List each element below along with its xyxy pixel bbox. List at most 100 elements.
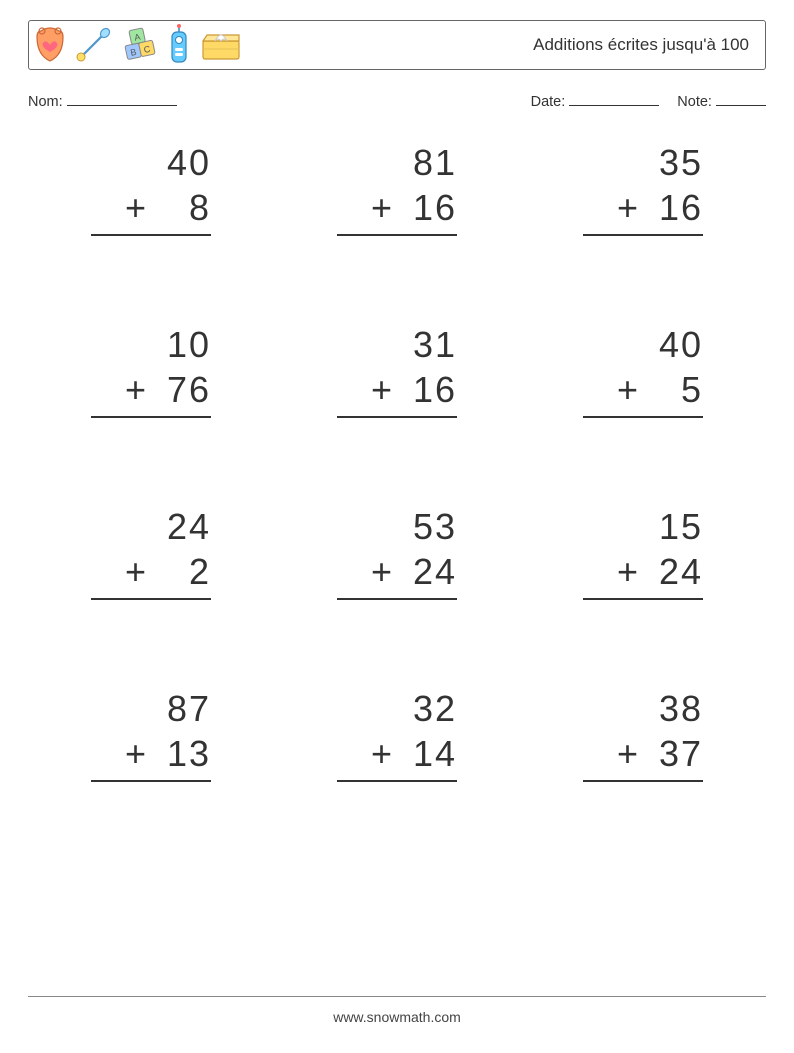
problem-top: 87 [91,686,211,731]
problem-bottom-value: 14 [399,731,457,776]
problem-bottom-value: 24 [399,549,457,594]
problem: 40+ 5 [583,322,703,454]
problem-operator: + [617,185,645,230]
problem-top-value: 38 [645,686,703,731]
problem-top: 10 [91,322,211,367]
problem-operator: + [371,367,399,412]
safety-pin-icon [73,25,113,65]
date-blank [569,92,659,106]
problem-top-value: 31 [399,322,457,367]
worksheet-title: Additions écrites jusqu'à 100 [243,35,755,55]
problem-answer-line [337,780,457,818]
note-blank [716,92,766,106]
problem-bottom: +13 [91,731,211,776]
problem-top: 32 [337,686,457,731]
problem-answer-line [583,234,703,272]
problem: 31+16 [337,322,457,454]
problem: 53+24 [337,504,457,636]
problem-top-value: 35 [645,140,703,185]
problem: 38+37 [583,686,703,818]
meta-row: Nom: Date: Note: [28,92,766,110]
problem-bottom: + 2 [91,549,211,594]
problem-answer-line [91,598,211,636]
header-icons: A B C [33,24,243,66]
footer-text: www.snowmath.com [0,1009,794,1025]
problem-bottom-value: 76 [153,367,211,412]
name-field: Nom: [28,92,177,110]
problem-top: 15 [583,504,703,549]
problem-bottom: +24 [337,549,457,594]
problem-top-value: 10 [153,322,211,367]
problem-bottom: +16 [337,185,457,230]
problem-bottom-value: 5 [645,367,703,412]
problem-bottom-value: 16 [645,185,703,230]
date-label: Date: [531,94,566,110]
problem: 10+76 [91,322,211,454]
note-label: Note: [677,94,712,110]
problem: 40+ 8 [91,140,211,272]
problem-top: 53 [337,504,457,549]
date-field: Date: [531,92,660,110]
baby-monitor-icon [165,24,193,66]
problem-grid: 40+ 881+1635+1610+7631+1640+ 524+ 253+24… [28,140,766,818]
problem-answer-line [337,234,457,272]
problem-top: 40 [91,140,211,185]
problem-top-value: 40 [153,140,211,185]
problem-operator: + [125,367,153,412]
problem-bottom-value: 13 [153,731,211,776]
problem-top: 81 [337,140,457,185]
problem-bottom: +14 [337,731,457,776]
problem-top: 31 [337,322,457,367]
header-box: A B C Additions écrites [28,20,766,70]
problem-top-value: 53 [399,504,457,549]
problem-answer-line [337,416,457,454]
problem-bottom: + 5 [583,367,703,412]
problem-answer-line [91,416,211,454]
problem-bottom: +16 [583,185,703,230]
problem-top: 40 [583,322,703,367]
problem-operator: + [617,367,645,412]
bib-icon [33,25,67,65]
problem-answer-line [583,780,703,818]
problem-operator: + [617,731,645,776]
problem: 32+14 [337,686,457,818]
problem-top: 38 [583,686,703,731]
problem-top-value: 81 [399,140,457,185]
problem-top-value: 32 [399,686,457,731]
problem-operator: + [125,549,153,594]
problem-bottom-value: 16 [399,367,457,412]
blocks-icon: A B C [119,25,159,65]
problem-bottom-value: 8 [153,185,211,230]
problem-top-value: 24 [153,504,211,549]
name-label: Nom: [28,94,63,110]
problem-answer-line [583,598,703,636]
problem-answer-line [337,598,457,636]
problem: 35+16 [583,140,703,272]
problem-bottom-value: 16 [399,185,457,230]
problem-top: 35 [583,140,703,185]
problem-bottom-value: 37 [645,731,703,776]
problem-operator: + [371,185,399,230]
problem-operator: + [125,731,153,776]
worksheet-page: A B C Additions écrites [0,0,794,1053]
problem-operator: + [371,549,399,594]
problem-operator: + [617,549,645,594]
footer-divider [28,996,766,997]
problem-operator: + [371,731,399,776]
problem-answer-line [91,780,211,818]
note-field: Note: [677,92,766,110]
problem: 15+24 [583,504,703,636]
name-blank [67,92,177,106]
problem: 24+ 2 [91,504,211,636]
tissue-box-icon [199,27,243,63]
problem-answer-line [583,416,703,454]
problem: 87+13 [91,686,211,818]
problem-top: 24 [91,504,211,549]
problem-bottom: +16 [337,367,457,412]
problem-operator: + [125,185,153,230]
problem-bottom-value: 2 [153,549,211,594]
problem-top-value: 40 [645,322,703,367]
problem-answer-line [91,234,211,272]
problem-top-value: 15 [645,504,703,549]
problem-bottom-value: 24 [645,549,703,594]
